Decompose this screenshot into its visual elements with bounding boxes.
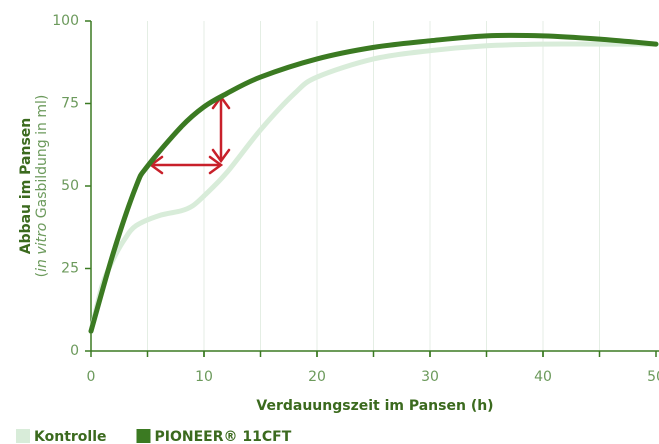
line-series bbox=[88, 32, 659, 334]
x-axis-label: Verdauungszeit im Pansen (h) bbox=[256, 398, 493, 414]
x-tick-label: 0 bbox=[87, 369, 96, 385]
y-tick-label: 50 bbox=[61, 178, 79, 194]
line-series bbox=[88, 41, 659, 334]
arrow-head bbox=[211, 148, 231, 164]
note-open: ( bbox=[34, 272, 50, 277]
y-tick-label: 100 bbox=[52, 13, 79, 29]
legend-swatch bbox=[16, 429, 30, 443]
y-tick-label: 0 bbox=[70, 343, 79, 359]
grid bbox=[85, 20, 659, 357]
legend-label: PIONEER® 11CFT bbox=[155, 429, 292, 444]
legend-label: Kontrolle bbox=[34, 429, 107, 444]
note-italic: in vitro bbox=[34, 223, 50, 272]
note-rest: Gasbildung in ml) bbox=[34, 95, 50, 223]
legend-swatch bbox=[136, 429, 151, 443]
y-tick-label: 25 bbox=[61, 261, 79, 277]
annotation-arrows bbox=[148, 94, 231, 175]
arrow-head bbox=[208, 155, 224, 175]
y-axis-note: (in vitro Gasbildung in ml) bbox=[34, 95, 50, 278]
y-tick-label: 75 bbox=[61, 96, 79, 112]
x-tick-label: 20 bbox=[308, 369, 326, 385]
x-tick-label: 10 bbox=[195, 369, 213, 385]
x-tick-label: 40 bbox=[534, 369, 552, 385]
x-tick-label: 50 bbox=[647, 369, 659, 385]
x-tick-label: 30 bbox=[421, 369, 439, 385]
y-axis-label: Abbau im Pansen bbox=[18, 118, 34, 255]
y-axis-label-group: Abbau im Pansen (in vitro Gasbildung in … bbox=[18, 95, 50, 278]
